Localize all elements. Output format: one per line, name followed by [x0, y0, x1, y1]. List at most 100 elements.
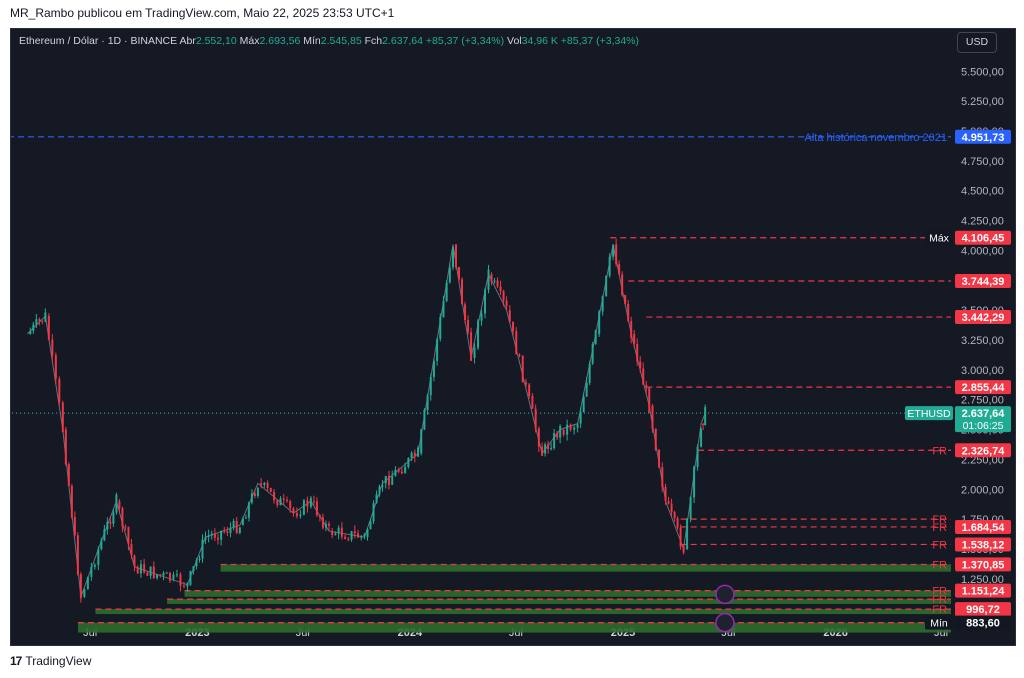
- price-chart[interactable]: 5.500,005.250,005.000,004.750,004.500,00…: [11, 29, 1015, 645]
- candle-body: [591, 344, 594, 364]
- candle-body: [556, 432, 559, 438]
- candle-body: [292, 508, 295, 514]
- chart-pane[interactable]: 5.500,005.250,005.000,004.750,004.500,00…: [10, 28, 1016, 646]
- symbol-title[interactable]: Ethereum / Dólar · 1D · BINANCE: [19, 35, 178, 47]
- level-label: FR: [932, 559, 947, 571]
- candle-body: [32, 324, 35, 331]
- candle-body: [321, 517, 324, 528]
- candle-body: [337, 527, 340, 534]
- candle-body: [704, 407, 707, 425]
- price-tag: [955, 615, 1011, 630]
- high-label: Máx: [239, 35, 260, 47]
- candle-body: [235, 521, 238, 534]
- candle-body: [521, 355, 524, 383]
- candle-body: [273, 491, 276, 501]
- candle-body: [152, 566, 155, 579]
- candle-body: [448, 267, 451, 283]
- candle-body: [537, 428, 540, 447]
- candle-body: [375, 494, 378, 504]
- candle-body: [505, 300, 508, 307]
- candle-body: [223, 530, 226, 532]
- candle-body: [86, 576, 89, 590]
- currency-button[interactable]: USD: [957, 32, 997, 53]
- candle-body: [508, 310, 511, 322]
- price-tag: [955, 519, 1011, 534]
- candle-body: [702, 423, 705, 425]
- candle-body: [598, 311, 601, 335]
- candle-body: [394, 469, 397, 477]
- candle-body: [97, 548, 100, 565]
- candle-body: [247, 502, 250, 518]
- candle-body: [605, 275, 608, 296]
- y-tick-label: 4.250,00: [961, 216, 1004, 228]
- price-tag: [955, 602, 1011, 617]
- candle-body: [344, 536, 347, 539]
- candle-body: [651, 405, 654, 429]
- candle-body: [445, 282, 448, 301]
- candle-body: [315, 501, 318, 516]
- candle-body: [51, 339, 54, 356]
- support-zone: [77, 622, 952, 633]
- candle-body: [524, 382, 527, 385]
- candle-body: [201, 539, 204, 559]
- price-tag-label: 2.326,74: [962, 445, 1006, 457]
- candle-body: [90, 566, 93, 577]
- candle-body: [124, 526, 127, 528]
- candle-body: [253, 493, 256, 496]
- candle-body: [689, 497, 692, 519]
- candle-body: [130, 544, 133, 556]
- y-tick-label: 5.500,00: [961, 66, 1004, 78]
- candle-body: [615, 244, 618, 265]
- candle-body: [633, 334, 636, 344]
- candle-body: [156, 574, 159, 579]
- price-tag-label: 3.744,39: [962, 276, 1005, 288]
- candle-body: [686, 518, 689, 549]
- price-tag: [955, 537, 1011, 552]
- candle-body: [327, 523, 330, 526]
- close-label: Fch: [364, 35, 383, 47]
- price-tag-label: 2.637,64: [962, 408, 1006, 420]
- candle-body: [639, 361, 642, 369]
- candle-body: [324, 523, 327, 528]
- candle-body: [391, 476, 394, 485]
- candle-body: [499, 286, 502, 292]
- candle-body: [175, 574, 178, 576]
- candle-body: [360, 535, 363, 538]
- candle-body: [547, 444, 550, 450]
- candle-body: [512, 321, 515, 332]
- candle-body: [149, 566, 152, 576]
- candle-body: [61, 402, 64, 432]
- candle-body: [241, 518, 244, 526]
- level-label-box: [925, 230, 953, 245]
- high-value: 2.693,56: [259, 35, 301, 47]
- candle-body: [420, 429, 423, 454]
- open-value: 2.552,10: [195, 35, 237, 47]
- candle-body: [207, 535, 210, 538]
- candle-body: [645, 384, 648, 389]
- candle-body: [477, 320, 480, 348]
- candle-body: [282, 498, 285, 500]
- support-zone: [167, 599, 951, 604]
- candle-body: [550, 448, 553, 450]
- candle-body: [139, 564, 142, 574]
- level-label: FR: [932, 539, 947, 551]
- candle-body: [220, 530, 223, 540]
- candle-body: [387, 475, 390, 485]
- publisher-line: MR_Rambo publicou em TradingView.com, Ma…: [10, 6, 395, 20]
- candle-body: [331, 531, 334, 536]
- candle-body: [621, 274, 624, 296]
- candle-body: [544, 444, 547, 454]
- candle-body: [318, 515, 321, 518]
- candle-body: [100, 540, 103, 549]
- level-label: Alta histórica novembro 2021: [805, 132, 947, 144]
- candle-body: [133, 555, 136, 567]
- level-label: FR: [932, 586, 947, 598]
- level-label: ETHUSD: [907, 408, 951, 420]
- candle-body: [404, 466, 407, 474]
- price-tag: [955, 230, 1011, 245]
- candle-body: [73, 516, 76, 536]
- candle-body: [118, 501, 121, 509]
- candle-body: [357, 533, 360, 538]
- candle-body: [204, 537, 207, 540]
- candle-body: [67, 464, 70, 486]
